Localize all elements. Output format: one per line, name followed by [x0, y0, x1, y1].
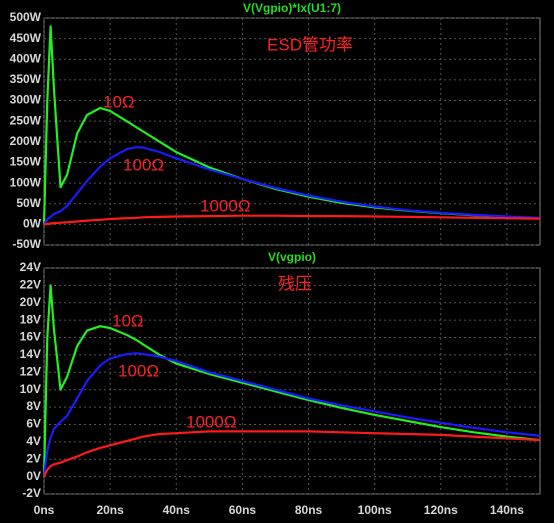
y-tick-label: 150W [10, 155, 42, 169]
y-tick-label: 250W [10, 113, 42, 127]
x-tick-label: 0ns [34, 503, 55, 517]
y-tick-label: 0V [26, 469, 41, 483]
y-tick-label: 16V [20, 330, 41, 344]
series-label: 100Ω [118, 361, 159, 380]
y-tick-label: 8V [26, 399, 41, 413]
x-tick-label: 60ns [229, 503, 257, 517]
x-tick-label: 100ns [358, 503, 392, 517]
series-label: 10Ω [103, 92, 135, 111]
y-tick-label: 350W [10, 72, 42, 86]
x-tick-label: 40ns [163, 503, 191, 517]
annotation: ESD管功率 [267, 35, 353, 54]
y-tick-label: -2V [22, 486, 41, 500]
series-label: 100Ω [123, 155, 164, 174]
y-tick-label: 20V [20, 295, 41, 309]
y-tick-label: 12V [20, 364, 41, 378]
y-tick-label: 400W [10, 51, 42, 65]
series-line [42, 352, 541, 477]
y-tick-label: 50W [16, 196, 41, 210]
series-line [43, 214, 541, 226]
x-tick-label: 120ns [424, 503, 458, 517]
series-line [42, 284, 541, 477]
y-tick-label: 300W [10, 93, 42, 107]
y-tick-label: 24V [20, 260, 41, 274]
y-tick-label: 6V [26, 417, 41, 431]
plot-frame [43, 17, 541, 246]
series-label: 1000Ω [200, 196, 251, 215]
series-label: 1000Ω [186, 412, 237, 431]
y-tick-label: 0W [23, 217, 42, 231]
y-tick-label: 500W [10, 10, 42, 24]
y-tick-label: 18V [20, 312, 41, 326]
y-tick-label: 100W [10, 175, 42, 189]
y-tick-label: 10V [20, 382, 41, 396]
y-tick-label: 4V [26, 434, 41, 448]
y-tick-label: 22V [20, 278, 41, 292]
y-tick-label: 14V [20, 347, 41, 361]
x-tick-label: 20ns [96, 503, 124, 517]
chart-title: V(Vgpio)*Ix(U1:7) [243, 1, 341, 15]
series-label: 10Ω [112, 311, 144, 330]
series-line [43, 430, 541, 478]
x-tick-label: 140ns [490, 503, 524, 517]
annotation: 残压 [278, 274, 312, 293]
chart-title: V(vgpio) [268, 250, 316, 264]
y-tick-label: 200W [10, 134, 42, 148]
y-tick-label: 2V [26, 451, 41, 465]
series-line [43, 146, 541, 226]
x-tick-label: 80ns [295, 503, 323, 517]
y-tick-label: 450W [10, 31, 42, 45]
plot-frame [43, 267, 541, 495]
y-tick-label: -50W [12, 237, 41, 251]
